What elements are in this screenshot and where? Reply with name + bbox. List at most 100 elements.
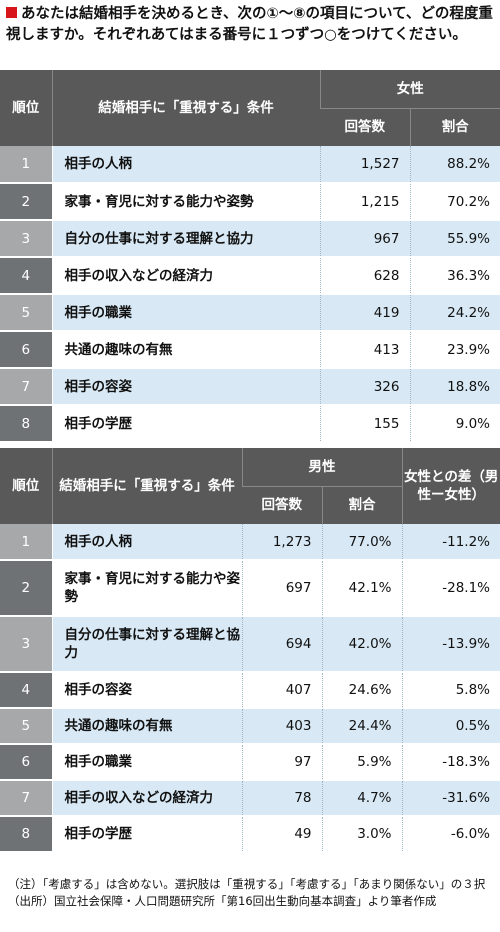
count-cell: 1,527 [319, 146, 410, 184]
rank-cell: 6 [0, 331, 52, 369]
share-cell: 5.9% [321, 744, 402, 781]
condition-cell: 相手の職業 [51, 744, 242, 781]
header-rank: 順位 [0, 448, 52, 524]
table-row: 4 相手の収入などの経済力 628 36.3% [0, 257, 500, 295]
count-cell: 413 [319, 331, 410, 369]
header-male: 男性 [241, 448, 402, 486]
rank-cell: 7 [0, 368, 52, 406]
header-count: 回答数 [320, 107, 410, 146]
note-source: （出所）国立社会保障・人口問題研究所「第16回出生動向基本調査」より筆者作成 [8, 894, 437, 908]
condition-cell: 自分の仕事に対する理解と協力 [51, 616, 242, 673]
condition-cell: 相手の職業 [51, 294, 320, 332]
condition-cell: 相手の容姿 [51, 672, 242, 709]
rank-cell: 8 [0, 405, 52, 443]
table-row: 7 相手の収入などの経済力 78 4.7% -31.6% [0, 780, 500, 817]
count-cell: 78 [241, 780, 322, 817]
condition-cell: 相手の学歴 [51, 816, 242, 853]
share-cell: 42.1% [321, 560, 402, 617]
table-row: 3 自分の仕事に対する理解と協力 694 42.0% -13.9% [0, 616, 500, 673]
rank-cell: 5 [0, 708, 52, 745]
count-cell: 628 [319, 257, 410, 295]
count-cell: 97 [241, 744, 322, 781]
count-cell: 1,215 [319, 183, 410, 221]
share-cell: 55.9% [409, 220, 500, 258]
condition-cell: 共通の趣味の有無 [51, 708, 242, 745]
share-cell: 24.4% [321, 708, 402, 745]
diff-cell: -31.6% [401, 780, 500, 817]
diff-cell: -11.2% [401, 524, 500, 561]
condition-cell: 自分の仕事に対する理解と協力 [51, 220, 320, 258]
notes: （注）「考慮する」は含めない。選択肢は「重視する」「考慮する」「あまり関係ない」… [8, 876, 496, 910]
table-row: 8 相手の学歴 49 3.0% -6.0% [0, 816, 500, 853]
rank-cell: 5 [0, 294, 52, 332]
share-cell: 42.0% [321, 616, 402, 673]
diff-cell: -28.1% [401, 560, 500, 617]
condition-cell: 共通の趣味の有無 [51, 331, 320, 369]
page-title: あなたは結婚相手を決めるとき、次の①～⑧の項目について、どの程度重視しますか。そ… [6, 4, 496, 46]
male-table: 順位 結婚相手に「重視する」条件 男性 女性との差（男性ー女性） 回答数 割合 … [0, 448, 500, 853]
rank-cell: 2 [0, 560, 52, 617]
rank-cell: 8 [0, 816, 52, 853]
count-cell: 1,273 [241, 524, 322, 561]
rank-cell: 6 [0, 744, 52, 781]
share-cell: 4.7% [321, 780, 402, 817]
diff-cell: -13.9% [401, 616, 500, 673]
header-rank: 順位 [0, 70, 52, 146]
count-cell: 967 [319, 220, 410, 258]
table-row: 5 共通の趣味の有無 403 24.4% 0.5% [0, 708, 500, 745]
diff-cell: 5.8% [401, 672, 500, 709]
table-row: 2 家事・育児に対する能力や姿勢 1,215 70.2% [0, 183, 500, 221]
share-cell: 88.2% [409, 146, 500, 184]
count-cell: 49 [241, 816, 322, 853]
table-row: 1 相手の人柄 1,527 88.2% [0, 146, 500, 184]
share-cell: 77.0% [321, 524, 402, 561]
rank-cell: 2 [0, 183, 52, 221]
rank-cell: 3 [0, 220, 52, 258]
count-cell: 407 [241, 672, 322, 709]
header-female: 女性 [319, 70, 500, 108]
diff-cell: 0.5% [401, 708, 500, 745]
condition-cell: 相手の人柄 [51, 524, 242, 561]
red-square-icon [6, 7, 17, 18]
header-diff: 女性との差（男性ー女性） [401, 448, 500, 524]
share-cell: 18.8% [409, 368, 500, 406]
condition-cell: 家事・育児に対する能力や姿勢 [51, 560, 242, 617]
rank-cell: 7 [0, 780, 52, 817]
count-cell: 419 [319, 294, 410, 332]
rank-cell: 3 [0, 616, 52, 673]
table-row: 1 相手の人柄 1,273 77.0% -11.2% [0, 524, 500, 561]
note-caveat: （注）「考慮する」は含めない。選択肢は「重視する」「考慮する」「あまり関係ない」… [8, 877, 486, 891]
condition-cell: 相手の収入などの経済力 [51, 257, 320, 295]
condition-cell: 相手の容姿 [51, 368, 320, 406]
count-cell: 697 [241, 560, 322, 617]
table-row: 7 相手の容姿 326 18.8% [0, 368, 500, 406]
female-table: 順位 結婚相手に「重視する」条件 女性 回答数 割合 1 相手の人柄 1,527 88… [0, 70, 500, 443]
diff-cell: -6.0% [401, 816, 500, 853]
table-row: 6 相手の職業 97 5.9% -18.3% [0, 744, 500, 781]
condition-cell: 相手の人柄 [51, 146, 320, 184]
table-row: 8 相手の学歴 155 9.0% [0, 405, 500, 443]
table-row: 6 共通の趣味の有無 413 23.9% [0, 331, 500, 369]
header-share: 割合 [321, 485, 402, 524]
count-cell: 155 [319, 405, 410, 443]
title-text: あなたは結婚相手を決めるとき、次の①～⑧の項目について、どの程度重視しますか。そ… [6, 6, 493, 43]
header-condition: 結婚相手に「重視する」条件 [51, 70, 320, 146]
header-count: 回答数 [242, 485, 322, 524]
share-cell: 70.2% [409, 183, 500, 221]
share-cell: 9.0% [409, 405, 500, 443]
rank-cell: 1 [0, 524, 52, 561]
share-cell: 36.3% [409, 257, 500, 295]
table-row: 2 家事・育児に対する能力や姿勢 697 42.1% -28.1% [0, 560, 500, 617]
diff-cell: -18.3% [401, 744, 500, 781]
header-share: 割合 [409, 107, 500, 146]
share-cell: 23.9% [409, 331, 500, 369]
rank-cell: 4 [0, 257, 52, 295]
rank-cell: 1 [0, 146, 52, 184]
count-cell: 694 [241, 616, 322, 673]
rank-cell: 4 [0, 672, 52, 709]
condition-cell: 家事・育児に対する能力や姿勢 [51, 183, 320, 221]
condition-cell: 相手の収入などの経済力 [51, 780, 242, 817]
share-cell: 24.2% [409, 294, 500, 332]
table-row: 4 相手の容姿 407 24.6% 5.8% [0, 672, 500, 709]
table-row: 3 自分の仕事に対する理解と協力 967 55.9% [0, 220, 500, 258]
